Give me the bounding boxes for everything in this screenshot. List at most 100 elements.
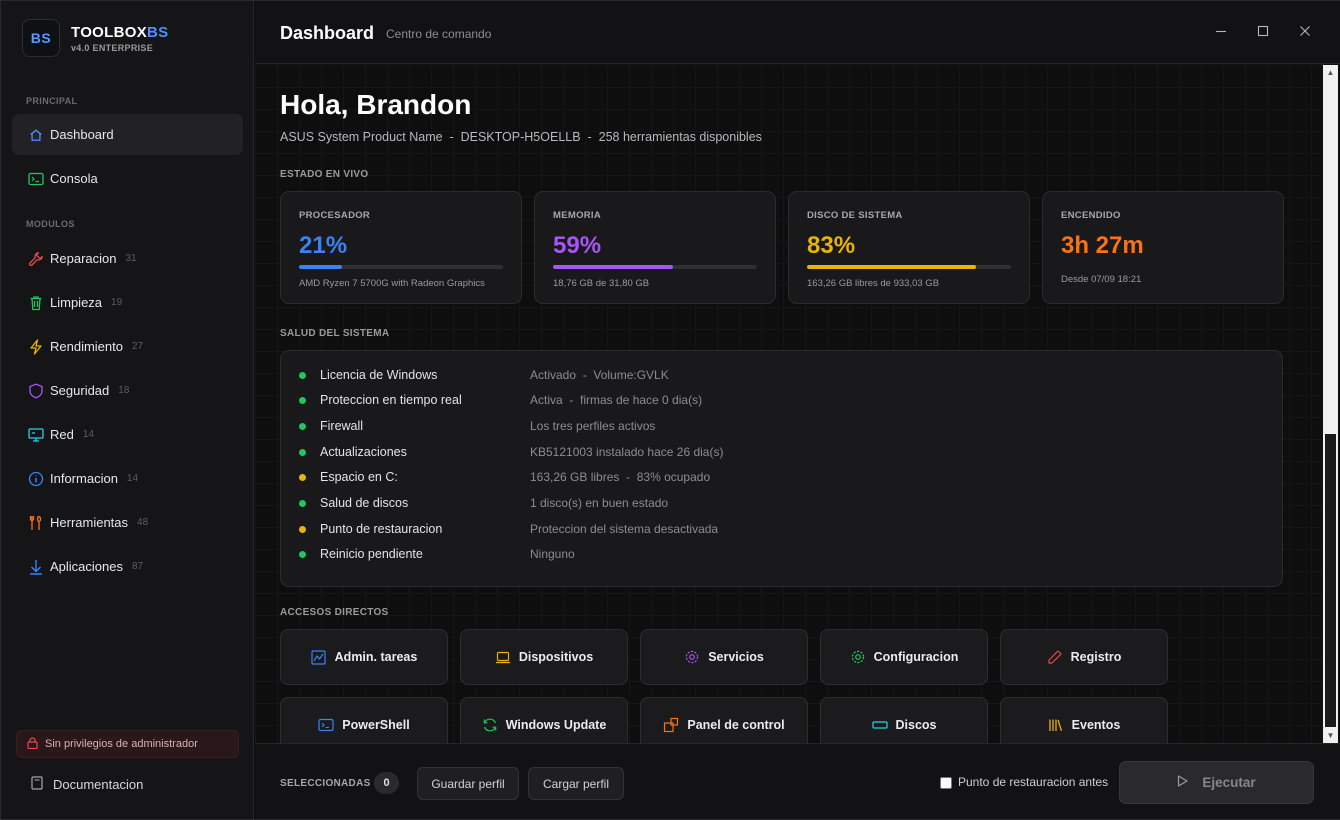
cpu-card: PROCESADOR 21% AMD Ryzen 7 5700G with Ra… — [280, 191, 522, 304]
shortcut-label: Discos — [895, 718, 937, 732]
sidebar-item-count: 19 — [111, 297, 123, 308]
health-row: Punto de restauracion Proteccion del sist… — [299, 519, 718, 539]
card-detail: Desde 07/09 18:21 — [1061, 274, 1142, 285]
pencil-icon — [1047, 649, 1063, 665]
shortcut-servicios[interactable]: Servicios — [640, 629, 808, 685]
shortcut-dispositivos[interactable]: Dispositivos — [460, 629, 628, 685]
powershell-icon — [318, 717, 334, 733]
gear-icon — [684, 649, 700, 665]
shortcut-label: PowerShell — [342, 718, 410, 732]
health-value: Activa - firmas de hace 0 dia(s) — [530, 393, 703, 407]
shortcut-label: Dispositivos — [518, 650, 594, 664]
health-row: Licencia de Windows Activado - Volume:GVL… — [299, 365, 669, 385]
download-icon — [28, 559, 44, 575]
app-name-accent: BS — [147, 23, 169, 41]
health-value: Proteccion del sistema desactivada — [530, 522, 719, 536]
page-subtitle: Centro de comando — [386, 27, 492, 41]
health-value: 163,26 GB libres - 83% ocupado — [530, 470, 711, 484]
vertical-scrollbar[interactable]: ▲ ▼ — [1323, 65, 1338, 743]
sidebar-item-limpieza[interactable]: Limpieza 19 — [12, 282, 243, 323]
sidebar-item-herramientas[interactable]: Herramientas 48 — [12, 502, 243, 543]
health-name: Proteccion en tiempo real — [320, 393, 462, 407]
health-row: Espacio en C: 163,26 GB libres - 83% ocup… — [299, 467, 710, 487]
health-name: Salud de discos — [320, 496, 409, 510]
scrollbar-thumb[interactable] — [1325, 434, 1336, 727]
minimize-button[interactable] — [1210, 21, 1232, 43]
sidebar-item-label: Herramientas — [50, 515, 129, 530]
card-key: PROCESADOR — [299, 210, 371, 221]
shortcut-discos[interactable]: Discos — [820, 697, 988, 743]
shortcut-panel-de-control[interactable]: Panel de control — [640, 697, 808, 743]
shortcut-label: Registro — [1070, 650, 1122, 664]
status-dot — [299, 371, 306, 379]
app-logo: BS — [22, 19, 60, 57]
shortcut-configuracion[interactable]: Configuracion — [820, 629, 988, 685]
shortcut-label: Configuracion — [873, 650, 959, 664]
app-name: TOOLBOXBS — [71, 24, 168, 41]
sidebar-item-informacion[interactable]: Informacion 14 — [12, 458, 243, 499]
memory-progress-bar — [553, 265, 757, 269]
sidebar-item-count: 27 — [132, 341, 144, 352]
card-key: ENCENDIDO — [1061, 210, 1121, 221]
play-icon — [1177, 775, 1188, 790]
status-dot — [299, 448, 306, 456]
progress-fill — [553, 265, 674, 269]
app-version: v4.0 ENTERPRISE — [71, 42, 154, 53]
close-icon — [1299, 25, 1311, 40]
restore-point-checkbox[interactable] — [940, 777, 952, 789]
shortcut-powershell[interactable]: PowerShell — [280, 697, 448, 743]
sidebar-item-count: 48 — [137, 517, 149, 528]
sidebar-item-seguridad[interactable]: Seguridad 18 — [12, 370, 243, 411]
scroll-up-icon[interactable]: ▲ — [1326, 68, 1335, 77]
sidebar-item-reparacion[interactable]: Reparacion 31 — [12, 238, 243, 279]
section-principal: PRINCIPAL — [26, 96, 78, 106]
documentation-label: Documentacion — [53, 777, 144, 792]
health-row: Proteccion en tiempo real Activa - firmas… — [299, 390, 702, 410]
health-name: Licencia de Windows — [320, 368, 438, 382]
health-row: Reinicio pendiente Ninguno — [299, 544, 575, 564]
sidebar-item-count: 14 — [126, 473, 139, 484]
run-label: Ejecutar — [1202, 775, 1256, 790]
card-detail: AMD Ryzen 7 5700G with Radeon Graphics — [299, 278, 485, 289]
status-dot — [299, 396, 306, 404]
health-row: Salud de discos 1 disco(s) en buen estado — [299, 493, 668, 513]
scroll-down-icon[interactable]: ▼ — [1326, 731, 1335, 740]
uptime-card: ENCENDIDO 3h 27m Desde 07/09 18:21 — [1042, 191, 1284, 304]
run-button[interactable]: Ejecutar — [1119, 761, 1314, 804]
tools-icon — [28, 515, 44, 531]
health-value: Los tres perfiles activos — [530, 419, 656, 433]
save-profile-button[interactable]: Guardar perfil — [417, 767, 519, 800]
shortcut-label: Panel de control — [687, 718, 785, 732]
sidebar-item-rendimiento[interactable]: Rendimiento 27 — [12, 326, 243, 367]
disk-icon — [871, 717, 888, 733]
action-footer: SELECCIONADAS 0 Guardar perfil Cargar pe… — [255, 743, 1340, 819]
restore-point-label: Punto de restauracion antes — [958, 775, 1109, 789]
system-info-line: ASUS System Product Name - DESKTOP-H5OEL… — [280, 130, 762, 144]
section-modulos: MODULOS — [26, 219, 75, 229]
maximize-icon — [1257, 25, 1269, 40]
shortcut-registro[interactable]: Registro — [1000, 629, 1168, 685]
maximize-button[interactable] — [1252, 21, 1274, 43]
sidebar-item-red[interactable]: Red 14 — [12, 414, 243, 455]
close-button[interactable] — [1294, 21, 1316, 43]
progress-fill — [299, 265, 342, 269]
sidebar-item-label: Informacion — [50, 471, 118, 486]
sidebar-item-label: Consola — [50, 171, 98, 186]
laptop-icon — [495, 649, 511, 665]
sidebar: BS TOOLBOXBS v4.0 ENTERPRISE PRINCIPAL D… — [1, 1, 254, 819]
load-profile-button[interactable]: Cargar perfil — [528, 767, 624, 800]
health-name: Punto de restauracion — [320, 522, 443, 536]
shortcut-admin-tareas[interactable]: Admin. tareas — [280, 629, 448, 685]
shortcut-windows-update[interactable]: Windows Update — [460, 697, 628, 743]
sidebar-item-label: Seguridad — [50, 383, 110, 398]
sidebar-item-dashboard[interactable]: Dashboard — [12, 114, 243, 155]
sidebar-item-consola[interactable]: Consola — [12, 158, 243, 199]
shortcuts-heading: ACCESOS DIRECTOS — [280, 607, 389, 618]
sidebar-item-count: 31 — [125, 253, 137, 264]
system-health-heading: SALUD DEL SISTEMA — [280, 328, 390, 339]
health-row: Firewall Los tres perfiles activos — [299, 416, 655, 436]
documentation-link[interactable]: Documentacion — [31, 776, 143, 793]
sidebar-item-aplicaciones[interactable]: Aplicaciones 87 — [12, 546, 243, 587]
shortcut-eventos[interactable]: Eventos — [1000, 697, 1168, 743]
